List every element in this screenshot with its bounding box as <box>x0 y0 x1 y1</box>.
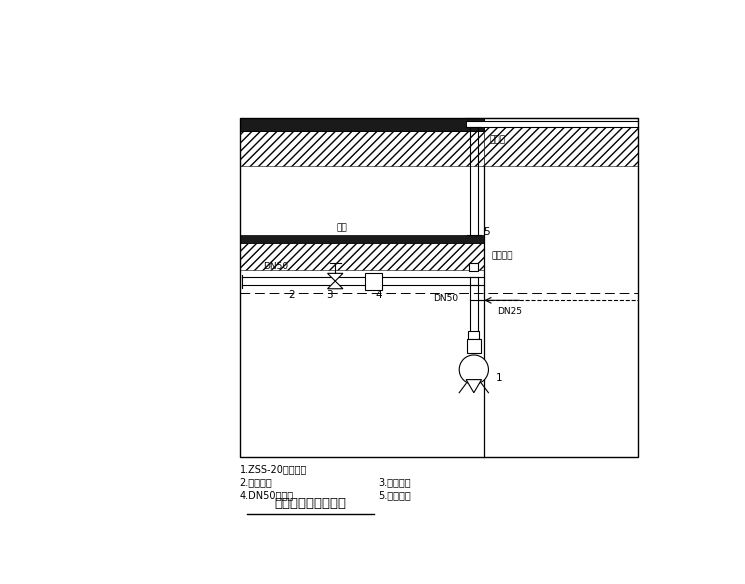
Text: 4: 4 <box>375 290 381 300</box>
Bar <box>484 127 638 165</box>
Text: 5: 5 <box>483 227 489 237</box>
Text: 1: 1 <box>495 373 502 383</box>
Text: 系光槽: 系光槽 <box>489 135 505 144</box>
Circle shape <box>459 355 489 384</box>
Text: 夹缝空间: 夹缝空间 <box>492 252 513 260</box>
Text: 3: 3 <box>326 290 333 300</box>
Bar <box>240 235 484 242</box>
Bar <box>469 331 479 339</box>
Bar <box>466 121 638 127</box>
Bar <box>240 242 484 269</box>
Text: 层板: 层板 <box>336 224 346 232</box>
Bar <box>469 263 478 271</box>
Text: 2: 2 <box>288 290 295 300</box>
Text: 灭火装置安装示意图: 灭火装置安装示意图 <box>275 497 346 510</box>
Bar <box>240 131 484 165</box>
Bar <box>240 118 484 131</box>
Polygon shape <box>328 281 343 288</box>
Text: DN50: DN50 <box>264 262 288 271</box>
Polygon shape <box>328 273 343 281</box>
Text: DN50: DN50 <box>433 294 458 303</box>
Text: 4.DN50电磁阀: 4.DN50电磁阀 <box>240 491 294 500</box>
Bar <box>365 273 382 290</box>
Text: DN25: DN25 <box>497 307 522 317</box>
Polygon shape <box>466 380 481 392</box>
Text: 3.手动阀阀: 3.手动阀阀 <box>378 477 411 488</box>
Text: 5.防晃支架: 5.防晃支架 <box>378 491 411 500</box>
Bar <box>240 118 638 457</box>
Text: 1.ZSS-20灭火装置: 1.ZSS-20灭火装置 <box>240 464 307 474</box>
Bar <box>467 339 481 353</box>
Text: 2.配水支管: 2.配水支管 <box>240 477 273 488</box>
